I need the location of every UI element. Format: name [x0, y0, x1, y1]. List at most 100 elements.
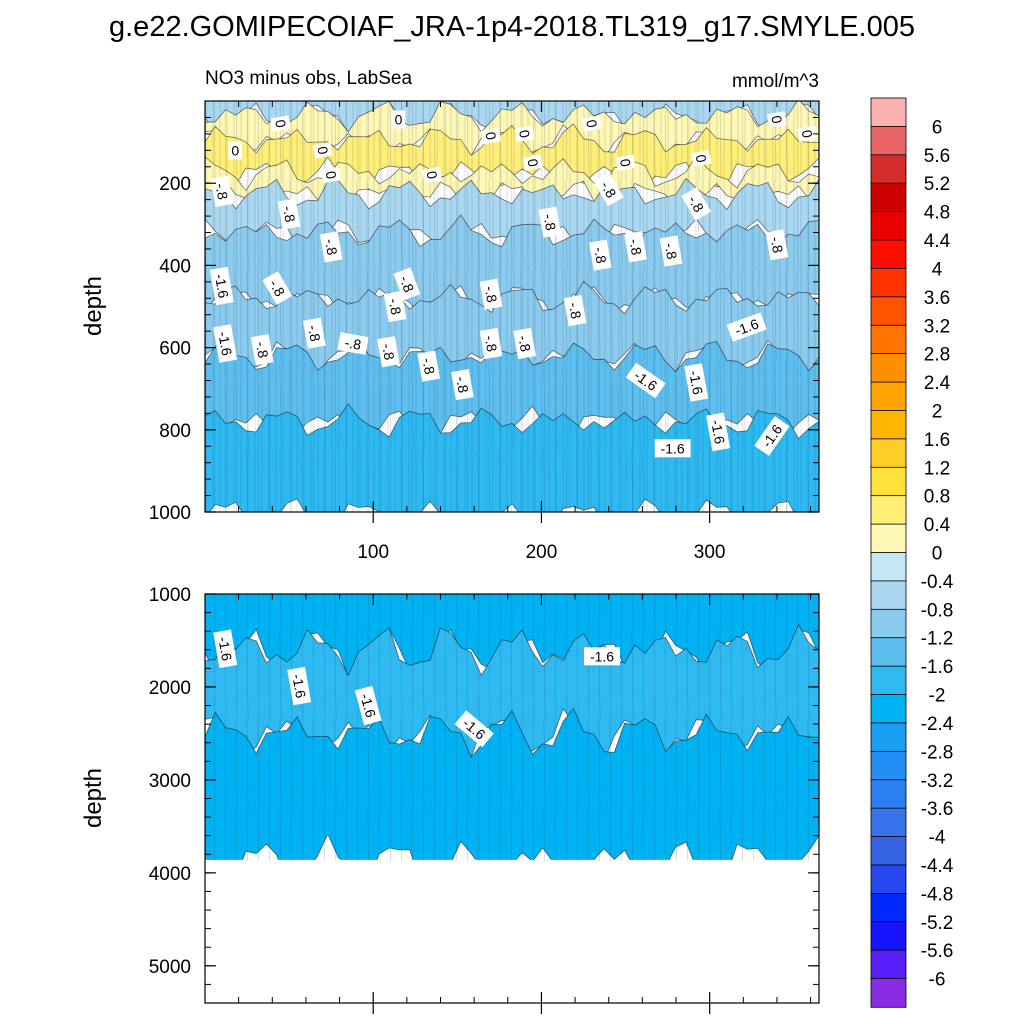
- svg-text:0: 0: [323, 170, 340, 181]
- colorbar-label: 1.2: [924, 458, 950, 479]
- colorbar-swatch: [870, 949, 907, 980]
- colorbar-label: -4: [929, 828, 946, 849]
- colorbar-label: -3.2: [921, 771, 954, 792]
- colorbar-label: -2.4: [921, 714, 954, 735]
- contour-label: -1.6: [726, 312, 767, 342]
- contour-label: -1.6: [213, 629, 238, 669]
- top-panel: 0 0 0 0 0 0 0 0 0 0 0 0 0 0 -.8 -.8 -.8 -.8 -.8 -.8 -.8 -.8 -.…: [80, 100, 820, 563]
- svg-text:0: 0: [272, 118, 289, 129]
- contour-label: -.8: [624, 231, 647, 263]
- svg-text:-.8: -.8: [541, 213, 560, 232]
- contour-label: -.8: [277, 198, 301, 230]
- bottom-y-tick-label: 2000: [149, 678, 191, 699]
- contour-label: 0: [514, 125, 535, 143]
- contour-label: -.8: [250, 334, 274, 366]
- svg-text:-.8: -.8: [386, 297, 405, 316]
- svg-text:-.8: -.8: [591, 246, 610, 265]
- svg-text:0: 0: [617, 157, 634, 168]
- svg-text:0: 0: [395, 112, 403, 128]
- colorbar-label: 2.8: [924, 345, 950, 366]
- svg-text:-1.6: -1.6: [357, 692, 379, 720]
- svg-text:-.8: -.8: [768, 235, 787, 254]
- colorbar-label: -2: [929, 686, 946, 707]
- contour-label: -.8: [210, 175, 234, 207]
- no-data-region: [205, 859, 819, 861]
- contour-label: 0: [312, 142, 333, 159]
- contour-label: 0: [522, 154, 544, 171]
- x-tick-label: 200: [526, 542, 558, 563]
- colorbar-label: 3.6: [924, 288, 950, 309]
- svg-text:-1.6: -1.6: [708, 419, 728, 446]
- colorbar-swatch: [870, 694, 907, 724]
- colorbar-swatch: [870, 864, 907, 895]
- bottom-y-tick-label: 3000: [149, 771, 191, 792]
- colorbar-label: -1.2: [921, 629, 954, 650]
- colorbar-swatch: [870, 836, 907, 866]
- contour-label: -.8: [479, 278, 503, 310]
- svg-text:-.8: -.8: [305, 324, 324, 343]
- contour-label: 0: [581, 115, 602, 132]
- colorbar-swatch: [870, 921, 907, 951]
- colorbar-swatch: [870, 495, 907, 525]
- contour-label: -.8: [765, 229, 789, 261]
- colorbar-label: 5.2: [924, 174, 950, 195]
- colorbar: 6 5.6 5.2 4.8 4.4 4 3.6 3.2 2.8 2.4 2 1.6 1.2 0.8 0.4 0…: [870, 97, 954, 1008]
- svg-text:-.8: -.8: [266, 277, 288, 299]
- contour-label: 0: [615, 154, 636, 171]
- contour-label: 0: [480, 127, 502, 145]
- contour-label: -1.6: [684, 363, 709, 402]
- colorbar-swatch: [870, 410, 907, 440]
- svg-text:-.8: -.8: [397, 273, 418, 294]
- colorbar-swatch: [870, 154, 907, 184]
- svg-text:-.8: -.8: [566, 301, 585, 320]
- svg-text:-1.6: -1.6: [733, 315, 761, 338]
- svg-text:-.8: -.8: [379, 342, 398, 361]
- top-y-tick-label: 800: [159, 421, 191, 442]
- svg-text:-1.6: -1.6: [212, 273, 232, 300]
- colorbar-swatch: [870, 126, 907, 156]
- contour-label: -.8: [451, 369, 474, 401]
- svg-text:0: 0: [482, 131, 499, 142]
- colorbar-swatch: [870, 978, 907, 1008]
- colorbar-label: -1.6: [921, 657, 954, 678]
- svg-text:-1.6: -1.6: [215, 330, 235, 357]
- svg-text:-.8: -.8: [598, 178, 620, 200]
- colorbar-label: 1.6: [924, 430, 950, 451]
- colorbar-label: -5.2: [921, 913, 954, 934]
- colorbar-swatch: [870, 381, 907, 412]
- svg-text:-.8: -.8: [322, 237, 341, 256]
- colorbar-swatch: [870, 268, 907, 298]
- contour-label: -.8: [593, 172, 624, 207]
- contour-label: 0: [766, 111, 787, 128]
- contour-label: -1.6: [287, 666, 312, 706]
- svg-text:0: 0: [524, 157, 541, 168]
- svg-text:-.8: -.8: [685, 193, 707, 215]
- contour-label: -.8: [479, 327, 503, 360]
- top-y-tick-label: 1000: [149, 503, 191, 524]
- contour-label: 0: [228, 141, 243, 160]
- colorbar-label: -4.8: [921, 884, 954, 905]
- svg-text:0: 0: [693, 153, 710, 164]
- units-label: mmol/m^3: [732, 71, 819, 92]
- colorbar-swatch: [870, 665, 907, 696]
- contour-label: -.8: [393, 267, 421, 301]
- colorbar-label: 3.2: [924, 316, 950, 337]
- colorbar-swatch: [870, 892, 907, 923]
- svg-text:0: 0: [516, 129, 533, 140]
- colorbar-swatch: [870, 296, 907, 326]
- chart-subtitle: NO3 minus obs, LabSea: [205, 68, 412, 89]
- colorbar-label: -5.6: [921, 941, 954, 962]
- contour-label: 0: [422, 166, 443, 184]
- contour-label: -.8: [319, 231, 343, 263]
- colorbar-swatch: [870, 239, 907, 270]
- bottom-y-tick-label: 4000: [149, 864, 191, 885]
- colorbar-label: -0.8: [921, 600, 954, 621]
- x-tick-label: 100: [357, 542, 389, 563]
- colorbar-label: -6: [929, 970, 946, 991]
- svg-text:-.8: -.8: [253, 340, 272, 359]
- bottom-y-axis-label: depth: [80, 768, 107, 828]
- colorbar-label: 4: [932, 259, 943, 280]
- colorbar-swatch: [870, 750, 907, 781]
- x-tick-label: 300: [694, 542, 726, 563]
